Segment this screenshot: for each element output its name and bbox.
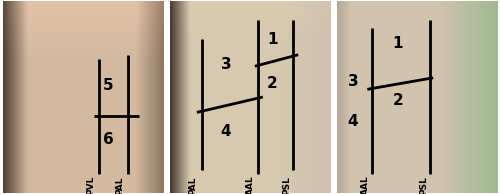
- Text: 4: 4: [348, 114, 358, 129]
- Text: 1: 1: [267, 32, 278, 47]
- Text: PAL: PAL: [188, 176, 196, 194]
- Text: 3: 3: [220, 57, 231, 72]
- Text: 5: 5: [104, 78, 114, 93]
- Text: AAL: AAL: [246, 175, 254, 194]
- Text: PSL: PSL: [282, 176, 292, 194]
- Text: AAL: AAL: [361, 175, 370, 194]
- Text: PSL: PSL: [419, 176, 428, 194]
- Text: 4: 4: [220, 124, 231, 139]
- Text: 2: 2: [392, 93, 403, 108]
- Text: 2: 2: [267, 76, 278, 91]
- Text: 3: 3: [348, 74, 358, 89]
- Text: 6: 6: [103, 132, 114, 147]
- Text: PVL: PVL: [86, 176, 96, 194]
- Text: 1: 1: [392, 36, 403, 51]
- Text: PAL: PAL: [116, 176, 124, 194]
